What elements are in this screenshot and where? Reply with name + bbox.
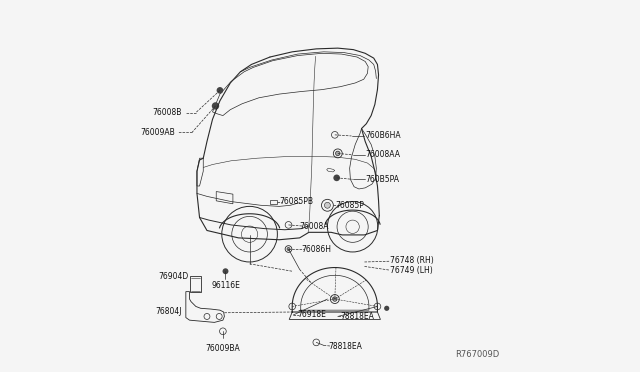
Text: 76904D: 76904D — [158, 272, 188, 281]
Circle shape — [223, 268, 228, 274]
Text: 78818EA: 78818EA — [328, 341, 362, 350]
Text: 76009BA: 76009BA — [205, 344, 240, 353]
Text: 76008AA: 76008AA — [365, 150, 400, 159]
Text: R767009D: R767009D — [456, 350, 500, 359]
Circle shape — [287, 247, 290, 250]
Text: 76918E: 76918E — [297, 311, 326, 320]
Circle shape — [384, 306, 389, 311]
Circle shape — [335, 151, 340, 155]
Text: 76749 (LH): 76749 (LH) — [390, 266, 433, 275]
Text: 76085P: 76085P — [335, 201, 364, 210]
Circle shape — [324, 202, 330, 208]
Text: 96116E: 96116E — [211, 281, 240, 290]
Circle shape — [333, 297, 337, 301]
Circle shape — [333, 174, 340, 181]
Text: 78818EA: 78818EA — [340, 312, 374, 321]
Text: 760B6HA: 760B6HA — [365, 131, 401, 141]
Text: 76748 (RH): 76748 (RH) — [390, 256, 434, 265]
Text: 76008A: 76008A — [300, 221, 329, 231]
Text: 76009AB: 76009AB — [140, 128, 175, 137]
Text: 76086H: 76086H — [301, 244, 332, 253]
Text: 76804J: 76804J — [156, 307, 182, 316]
Text: 76008B: 76008B — [153, 108, 182, 117]
Circle shape — [216, 87, 223, 94]
Text: 76085PB: 76085PB — [279, 198, 313, 206]
Text: 760B5PA: 760B5PA — [365, 175, 399, 184]
Circle shape — [212, 102, 219, 110]
